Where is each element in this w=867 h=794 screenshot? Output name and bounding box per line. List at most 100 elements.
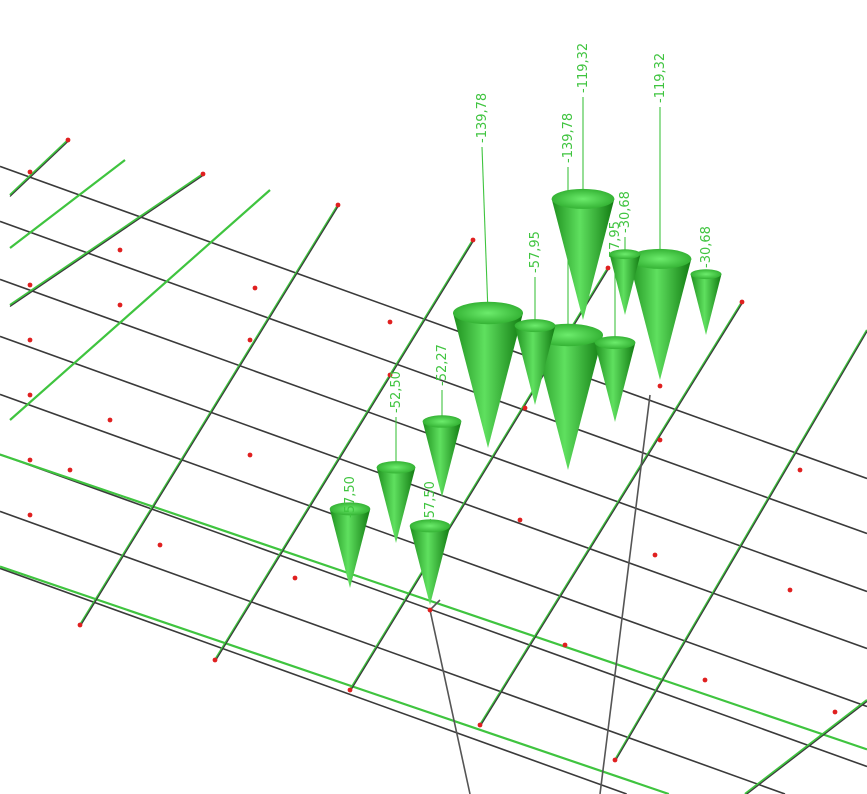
load-cone-cap (329, 502, 371, 516)
node-point (247, 337, 253, 343)
node-point (702, 677, 708, 683)
load-leader-line (481, 146, 489, 314)
node-point (517, 517, 523, 523)
load-marker[interactable]: -139,78 (453, 93, 523, 448)
joist-line (744, 699, 867, 794)
load-marker[interactable]: -57,95 (514, 231, 556, 405)
beam-line (0, 510, 786, 794)
load-cone (609, 254, 641, 315)
node-point (27, 512, 33, 518)
beam-line (0, 165, 867, 480)
node-point (117, 302, 123, 308)
beam-line (0, 453, 867, 768)
load-cone-cap (609, 249, 641, 260)
load-value-label: -30,68 (699, 226, 714, 268)
load-cone (551, 198, 615, 320)
joist-line (9, 139, 69, 196)
load-cone-cap (690, 269, 722, 280)
node-point (117, 247, 123, 253)
node-point (27, 282, 33, 288)
joist-line (614, 329, 867, 761)
node-point (67, 467, 73, 473)
load-cone (514, 325, 556, 405)
node-point (292, 575, 298, 581)
load-marker[interactable]: -119,32 (628, 53, 692, 380)
load-marker[interactable]: -57,50 (329, 476, 371, 588)
load-cone-cap (628, 248, 692, 269)
node-point (247, 452, 253, 458)
beam-line-highlight (0, 453, 867, 751)
load-cone (533, 335, 603, 470)
load-cone (690, 274, 722, 335)
load-marker[interactable]: -119,32 (551, 43, 615, 320)
load-markers: -139,78 -139,78-119,32 -119,32-57,95 -57,95… (329, 43, 722, 605)
node-point (252, 285, 258, 291)
node-point (787, 587, 793, 593)
load-cone (594, 342, 636, 422)
load-cone (628, 258, 692, 380)
node-point (652, 552, 658, 558)
beam-line (0, 567, 627, 794)
node-point (562, 642, 568, 648)
node-point (797, 467, 803, 473)
grid-nodes (27, 137, 838, 763)
beam-line (0, 335, 867, 650)
node-point (347, 687, 353, 693)
load-cone-cap (376, 461, 416, 474)
load-value-label: -52,27 (435, 344, 450, 386)
node-point (739, 299, 745, 305)
load-value-label: -57,50 (423, 481, 438, 523)
load-marker[interactable]: -30,68 (690, 226, 722, 335)
node-point (77, 622, 83, 628)
joist-line-shadow (9, 175, 204, 307)
node-point (832, 709, 838, 715)
node-point (522, 405, 528, 411)
node-point (27, 169, 33, 175)
load-value-label: -30,68 (618, 191, 633, 233)
load-cone (453, 313, 523, 448)
load-cone-cap (514, 319, 556, 333)
joist-line (79, 204, 339, 626)
node-point (387, 319, 393, 325)
joist-line-shadow (479, 303, 743, 727)
load-marker[interactable]: -52,50 (376, 371, 416, 543)
grid-members (0, 139, 867, 794)
load-value-label: -119,32 (576, 43, 591, 93)
joist-line-shadow (214, 241, 474, 662)
joist-line (9, 173, 204, 306)
load-cone-cap (594, 336, 636, 350)
node-point (387, 372, 393, 378)
load-cone (409, 525, 451, 605)
joist-line-shadow (745, 701, 867, 794)
beam-line-highlight (0, 565, 670, 794)
node-point (470, 237, 476, 243)
load-marker[interactable]: -52,27 (422, 344, 462, 497)
node-point (200, 171, 206, 177)
joist-line-shadow (614, 331, 867, 762)
beam-line (0, 220, 867, 535)
joist-line-shadow (9, 141, 69, 197)
load-value-label: -139,78 (475, 93, 490, 143)
node-point (605, 265, 611, 271)
column-member (599, 394, 651, 794)
node-point (27, 392, 33, 398)
load-value-label: -57,95 (528, 231, 543, 273)
load-cone-cap (453, 301, 523, 325)
node-point (157, 542, 163, 548)
node-point (657, 383, 663, 389)
node-point (335, 202, 341, 208)
load-cone (376, 467, 416, 543)
load-value-label: -52,50 (389, 371, 404, 413)
node-point (427, 607, 433, 613)
load-marker[interactable]: -57,50 (409, 481, 451, 605)
load-value-label: -139,78 (561, 113, 576, 163)
load-marker[interactable]: -30,68 (609, 191, 641, 315)
joist-line (9, 159, 126, 249)
joist-line (479, 301, 743, 726)
load-cone (329, 508, 371, 588)
node-point (27, 337, 33, 343)
joist-line (214, 239, 474, 661)
load-value-label: -119,32 (653, 53, 668, 103)
